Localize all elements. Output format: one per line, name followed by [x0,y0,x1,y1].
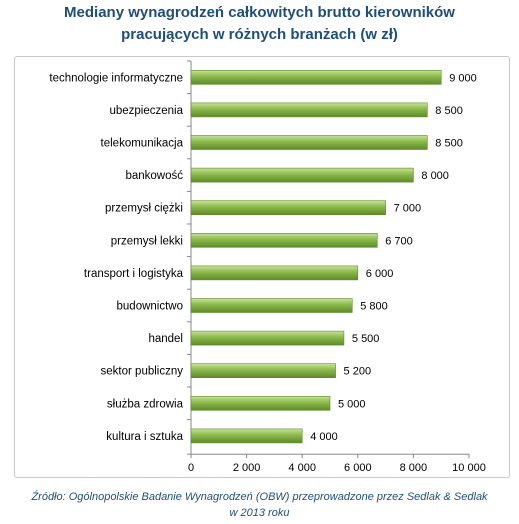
value-label: 5 500 [352,333,380,345]
value-label: 4 000 [310,431,338,443]
category-label: sektor publiczny [101,366,184,378]
value-label: 8 500 [435,138,463,150]
category-label: transport i logistyka [84,268,184,280]
bar [190,135,428,150]
x-tick-label: 4 000 [288,462,316,474]
bar [190,167,414,183]
category-label: telekomunikacja [101,138,184,150]
chart-title-line-1: Mediany wynagrodzeń całkowitych brutto k… [64,4,455,21]
category-label: bankowość [125,170,183,182]
bar [190,298,353,313]
value-label: 9 000 [449,72,477,84]
source-note: Źródło: Ogólnopolskie Badanie Wynagrodze… [0,489,519,521]
category-label: przemysł lekki [111,235,183,247]
bar [190,102,428,118]
bar [190,330,345,346]
bar [190,363,336,379]
value-label: 6 700 [385,235,413,247]
category-label: handel [148,333,183,345]
bar [190,265,359,281]
value-label: 5 800 [360,301,388,313]
chart-frame: technologie informatyczne 9 000 ubezpiecze… [14,56,510,478]
source-note-line-2: w 2013 roku [229,507,290,519]
category-label: ubezpieczenia [109,105,183,117]
category-label: przemysł ciężki [105,203,183,215]
bar [190,395,331,411]
bar [190,428,303,444]
value-label: 5 200 [344,366,372,378]
category-label: technologie informatyczne [49,72,183,84]
value-label: 6 000 [366,268,394,280]
x-tick-label: 6 000 [344,462,372,474]
chart-title: Mediany wynagrodzeń całkowitych brutto k… [0,2,519,46]
category-label: kultura i sztuka [106,431,183,443]
bar [190,233,378,248]
bar [190,70,442,85]
category-label: służba zdrowia [107,398,184,410]
x-tick-label: 10 000 [452,462,486,474]
value-label: 7 000 [394,203,422,215]
category-label: budownictwo [117,301,183,313]
source-note-line-1: Źródło: Ogólnopolskie Badanie Wynagrodze… [31,491,488,503]
x-tick-label: 0 [188,462,194,474]
x-tick-label: 2 000 [233,462,261,474]
chart-title-line-2: pracujących w różnych branżach (w zł) [121,26,398,43]
value-label: 8 500 [435,105,463,117]
bar-chart: technologie informatyczne 9 000 ubezpiecze… [49,60,486,474]
x-tick-label: 8 000 [400,462,428,474]
value-label: 5 000 [338,398,366,410]
bar [190,200,386,215]
value-label: 8 000 [421,170,449,182]
